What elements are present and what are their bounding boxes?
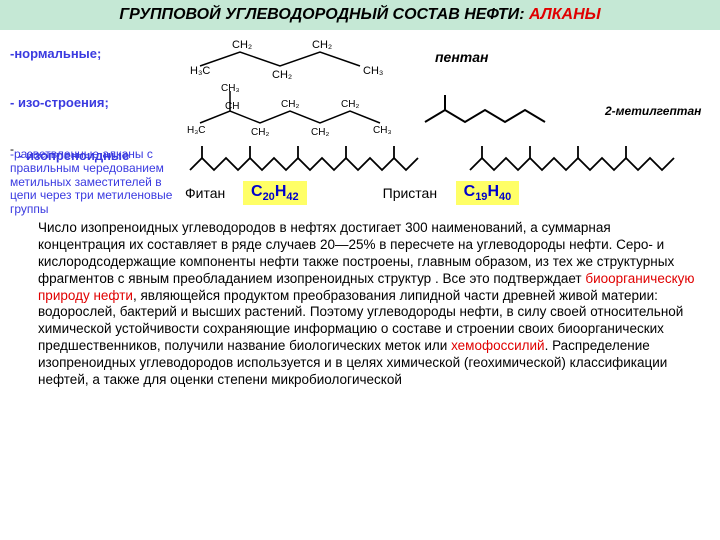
body-paragraph: Число изопреноидных углеводородов в нефт… [38, 220, 696, 389]
isoprenoid-structures: Фитан C20H42 Пристан C19H40 [185, 142, 710, 205]
svg-text:CH₂: CH₂ [341, 99, 359, 110]
label-normal-text: -нормальные [10, 46, 97, 61]
compound-captions: Фитан C20H42 Пристан C19H40 [185, 181, 710, 205]
slide-title: ГРУППОВОЙ УГЛЕВОДОРОДНЫЙ СОСТАВ НЕФТИ: А… [0, 0, 720, 30]
pristane-name: Пристан [383, 185, 448, 201]
formula-normal: H₃C CH₂ CH₂ CH₂ CH₃ пентан [185, 34, 710, 79]
row-normal: -нормальные; H₃C CH₂ CH₂ CH₂ CH₃ пентан [10, 34, 710, 79]
content-area: -нормальные; H₃C CH₂ CH₂ CH₂ CH₃ пентан … [0, 30, 720, 389]
pristane-skeletal-icon [465, 142, 685, 177]
label-isoprenoid-text: - изопреноидные [18, 148, 129, 163]
phytane-skeletal-icon [185, 142, 435, 177]
row-isoprenoid: - -разветвленные алканы с правильным чер… [10, 142, 710, 212]
svg-text:H₃C: H₃C [190, 65, 210, 77]
title-main: ГРУППОВОЙ УГЛЕВОДОРОДНЫЙ СОСТАВ НЕФТИ: [119, 6, 529, 23]
svg-text:CH₃: CH₃ [373, 125, 392, 136]
pentane-label: пентан [435, 49, 488, 65]
phytane-name: Фитан [185, 185, 235, 201]
svg-text:CH₂: CH₂ [272, 69, 292, 79]
label-isoprenoid-col: - -разветвленные алканы с правильным чер… [10, 142, 185, 212]
svg-text:CH₃: CH₃ [363, 65, 383, 77]
row-iso: - изо-строения; H₃C CH₃ CH CH₂ CH₂ CH₂ C… [10, 83, 710, 138]
label-normal: -нормальные; [10, 34, 185, 61]
svg-text:CH₂: CH₂ [312, 39, 332, 51]
iso-structure-explicit-icon: H₃C CH₃ CH CH₂ CH₂ CH₂ CH₂ CH₃ [185, 83, 395, 138]
svg-text:CH: CH [225, 101, 239, 112]
phytane-formula: C20H42 [243, 181, 307, 205]
pentane-structure-icon: H₃C CH₂ CH₂ CH₂ CH₃ [185, 34, 415, 79]
svg-text:H₃C: H₃C [187, 125, 206, 136]
svg-text:CH₂: CH₂ [281, 99, 299, 110]
para-p1: Число изопреноидных углеводородов в нефт… [38, 220, 674, 286]
title-highlight: АЛКАНЫ [529, 6, 601, 23]
methylheptane-skeletal-icon [415, 90, 585, 132]
svg-text:CH₂: CH₂ [311, 127, 329, 138]
label-iso: - изо-строения; [10, 83, 185, 110]
pristane-formula: C19H40 [456, 181, 520, 205]
formula-iso: H₃C CH₃ CH CH₂ CH₂ CH₂ CH₂ CH₃ 2-метилге… [185, 83, 710, 138]
methylheptane-label: 2-метилгептан [605, 104, 701, 118]
svg-text:CH₂: CH₂ [232, 39, 252, 51]
para-red2: хемофоссилий [451, 338, 545, 353]
svg-text:CH₃: CH₃ [221, 83, 240, 94]
label-iso-text: - изо-строения [10, 95, 104, 110]
svg-text:CH₂: CH₂ [251, 127, 269, 138]
